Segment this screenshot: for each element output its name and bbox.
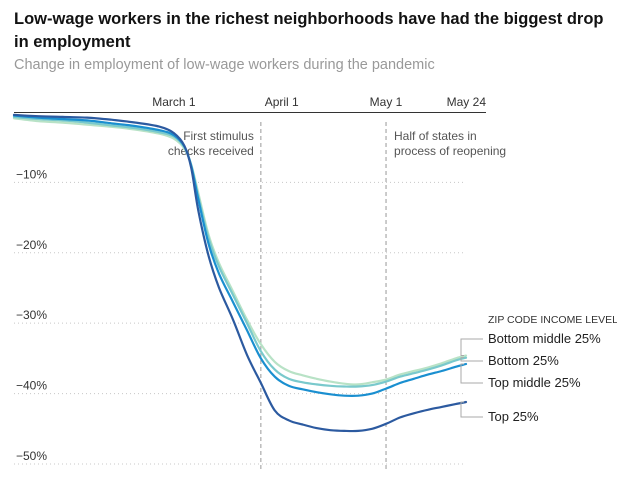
series-line-bottom-25	[12, 115, 468, 388]
legend-label-bottom-25: Bottom 25%	[488, 353, 559, 368]
y-tick-label: −50%	[16, 449, 47, 463]
grid-layer: −10% −20% −30% −40% −50%	[14, 167, 466, 465]
y-tick-label: −20%	[16, 238, 47, 252]
annotation-line-text: checks received	[168, 144, 254, 158]
legend-connector	[460, 357, 483, 362]
annotation-line-text: First stimulus	[183, 129, 254, 143]
y-tick-label: −10%	[16, 167, 47, 181]
legend-connector	[460, 363, 483, 384]
legend-title: ZIP CODE INCOME LEVEL	[488, 314, 617, 326]
x-tick-label: May 24	[447, 95, 487, 109]
annotation-layer: First stimulus checks received Half of sta…	[168, 122, 506, 471]
y-tick-label: −30%	[16, 308, 47, 322]
legend: ZIP CODE INCOME LEVEL Bottom middle 25% B…	[460, 314, 617, 424]
x-axis: March 1 April 1 May 1 May 24	[14, 95, 486, 113]
x-tick-label: April 1	[265, 95, 299, 109]
series-line-top-middle-25	[12, 114, 468, 397]
chart-title: Low-wage workers in the richest neighbor…	[14, 10, 604, 51]
annotation-line-text: Half of states in	[394, 129, 477, 143]
annotation-text: First stimulus checks received	[168, 129, 254, 158]
legend-label-bottom-middle-25: Bottom middle 25%	[488, 331, 601, 346]
x-tick-label: May 1	[370, 95, 403, 109]
series-layer	[12, 113, 468, 433]
legend-connector	[460, 338, 483, 357]
x-tick-label: March 1	[152, 95, 196, 109]
y-tick-label: −40%	[16, 379, 47, 393]
annotation-line-text: process of reopening	[394, 144, 506, 158]
chart-subtitle: Change in employment of low-wage workers…	[14, 57, 435, 73]
annotation-text: Half of states in process of reopening	[394, 129, 506, 158]
series-line-top-25	[12, 113, 468, 433]
legend-label-top-middle-25: Top middle 25%	[488, 375, 581, 390]
legend-connector	[460, 401, 483, 418]
series-line-bottom-middle-25	[12, 117, 468, 386]
legend-label-top-25: Top 25%	[488, 409, 539, 424]
